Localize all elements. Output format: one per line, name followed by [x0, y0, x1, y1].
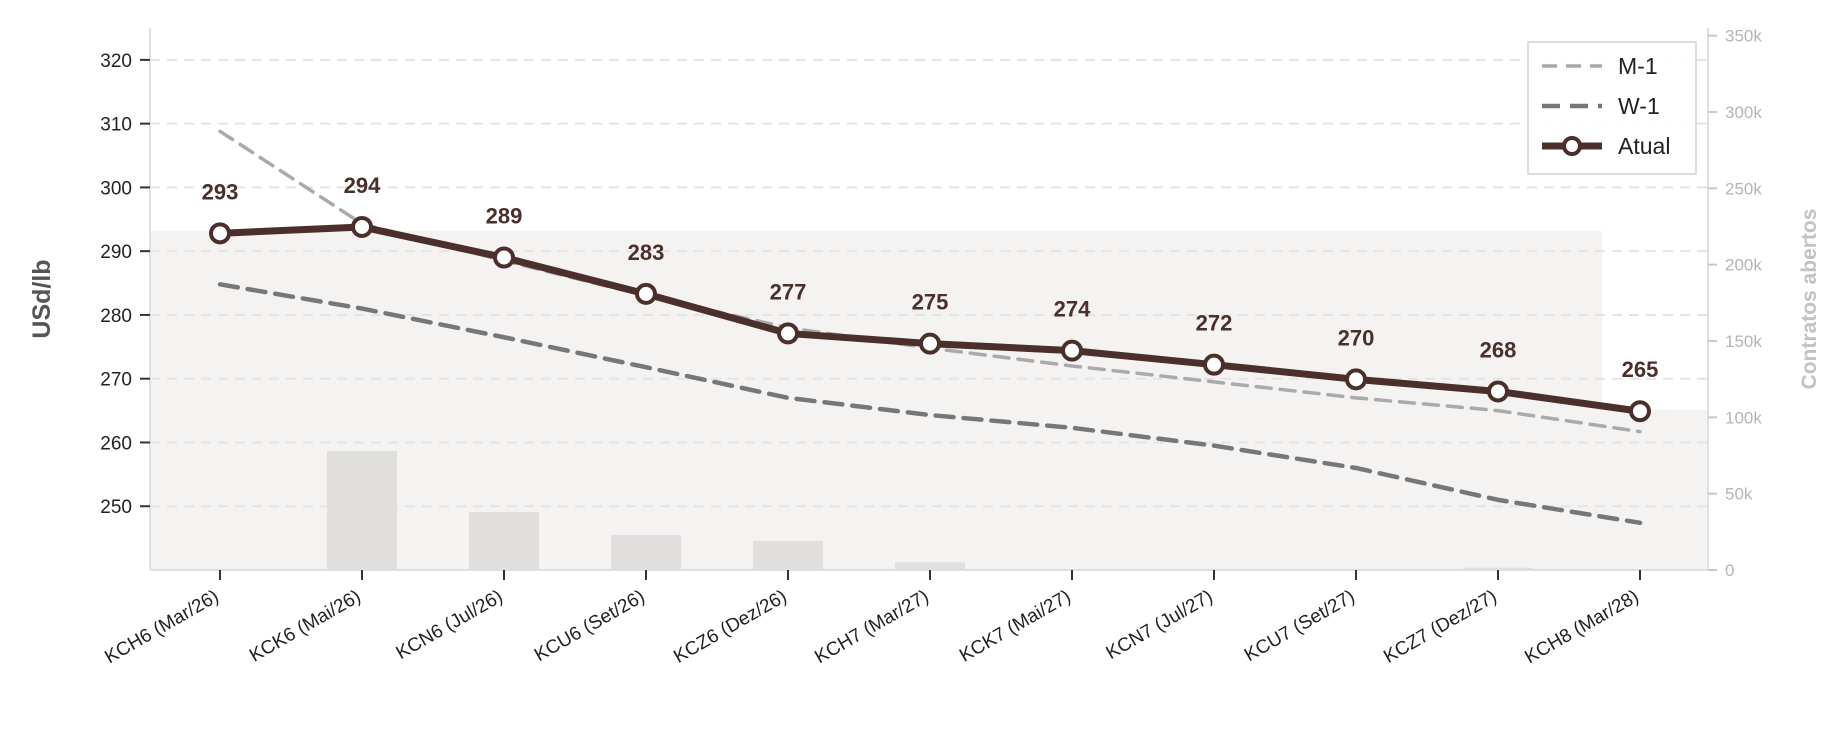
y2-tick-label: 0 [1725, 561, 1734, 580]
x-tick-label: KCH7 (Mar/27) [811, 586, 932, 668]
y-tick-label: 270 [100, 370, 132, 391]
y-tick-label: 300 [100, 178, 132, 199]
y2-tick-label: 300k [1725, 103, 1762, 122]
open-interest-bar [753, 540, 823, 570]
open-interest-bar [327, 450, 397, 570]
series-marker-atual [777, 322, 799, 345]
data-label: 265 [1622, 357, 1659, 382]
y2-tick-label: 150k [1725, 332, 1762, 351]
open-interest-bar [611, 534, 681, 570]
data-label: 274 [1054, 297, 1091, 322]
series-marker-atual [351, 215, 373, 238]
x-tick-label: KCU6 (Set/26) [531, 586, 648, 666]
x-tick-label: KCK7 (Mai/27) [956, 586, 1074, 666]
y2-tick-label: 200k [1725, 256, 1762, 275]
data-label: 270 [1338, 325, 1375, 350]
data-labels-layer: 293 294 289 283 277 275 274 272 270 268 265 [202, 173, 1659, 382]
x-tick-label: KCU7 (Set/27) [1241, 586, 1358, 666]
y-tick-label: 250 [100, 497, 132, 518]
series-marker-atual [1629, 400, 1651, 423]
series-line-w-1 [217, 282, 1643, 526]
series-marker-atual [635, 282, 657, 305]
series-marker-atual [919, 332, 941, 355]
series-marker-atual [1061, 339, 1083, 362]
data-label: 268 [1480, 337, 1517, 362]
series-marker-atual [209, 222, 231, 245]
data-label: 289 [486, 204, 523, 229]
y2-tick-label: 350k [1725, 27, 1762, 46]
grid-layer [150, 58, 1708, 508]
y2-tick-label: 100k [1725, 408, 1762, 427]
y-tick-label: 260 [100, 433, 132, 454]
legend-label-w-1: W-1 [1618, 93, 1660, 119]
x-tick-label: KCN6 (Jul/26) [393, 586, 507, 664]
series-lines-layer [209, 129, 1651, 526]
x-tick-label: KCK6 (Mai/26) [246, 586, 364, 666]
y-tick-label: 280 [100, 306, 132, 327]
legend: M-1 W-1 Atual [1527, 41, 1697, 175]
data-label: 283 [628, 240, 665, 265]
series-marker-atual [1487, 380, 1509, 403]
open-interest-total-area [150, 231, 1708, 571]
y2-axis-label: Contratos abertos [1798, 209, 1821, 390]
x-tick-label: KCH6 (Mar/26) [101, 586, 222, 668]
legend-marker [1562, 136, 1582, 156]
open-interest-bars-layer [327, 450, 1533, 570]
open-interest-bar [469, 511, 539, 570]
data-label: 275 [912, 290, 949, 315]
data-label: 294 [344, 173, 381, 198]
y2-tick-label: 50k [1725, 485, 1753, 504]
data-label: 293 [202, 179, 239, 204]
series-marker-atual [493, 246, 515, 269]
legend-label-atual: Atual [1618, 133, 1670, 159]
series-marker-atual [1203, 353, 1225, 376]
data-label: 277 [770, 279, 807, 304]
x-tick-label: KCZ7 (Dez/27) [1380, 586, 1500, 668]
x-tick-label: KCH8 (Mar/28) [1521, 586, 1642, 668]
open-interest-area-layer [150, 231, 1708, 571]
y-tick-label: 320 [100, 51, 132, 72]
y-axis-label: USd/lb [28, 259, 56, 338]
x-tick-label: KCZ6 (Dez/26) [670, 586, 790, 668]
legend-label-m-1: M-1 [1618, 53, 1658, 79]
y2-tick-label: 250k [1725, 179, 1762, 198]
open-interest-bar [1463, 567, 1533, 570]
series-marker-atual [1345, 368, 1367, 391]
data-label: 272 [1196, 311, 1233, 336]
y-tick-label: 310 [100, 115, 132, 136]
x-tick-label: KCN7 (Jul/27) [1103, 586, 1217, 664]
y-tick-label: 290 [100, 242, 132, 263]
open-interest-bar [895, 562, 965, 570]
